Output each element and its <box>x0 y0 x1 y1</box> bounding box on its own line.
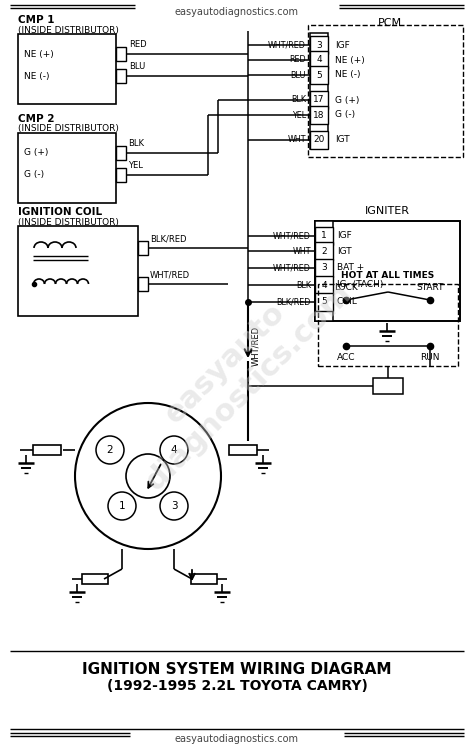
Bar <box>116 168 126 182</box>
Text: WHT: WHT <box>292 246 311 255</box>
Text: 20: 20 <box>313 135 325 144</box>
Bar <box>315 242 333 260</box>
Bar <box>18 34 116 104</box>
Bar <box>310 106 328 124</box>
Text: 18: 18 <box>313 110 325 119</box>
Bar <box>315 221 460 321</box>
Text: WHT/RED: WHT/RED <box>251 326 260 366</box>
Text: 2: 2 <box>107 445 113 455</box>
Bar <box>315 227 333 245</box>
Text: 4: 4 <box>171 445 177 455</box>
Text: 3: 3 <box>171 501 177 511</box>
Text: easyautodiagnostics.com: easyautodiagnostics.com <box>175 7 299 17</box>
Text: IGNITION SYSTEM WIRING DIAGRAM: IGNITION SYSTEM WIRING DIAGRAM <box>82 662 392 677</box>
Text: BLK: BLK <box>296 281 311 289</box>
Text: 3: 3 <box>316 41 322 50</box>
Text: START: START <box>416 283 444 292</box>
Text: (INSIDE DISTRIBUTOR): (INSIDE DISTRIBUTOR) <box>18 218 119 227</box>
Text: WHT/RED: WHT/RED <box>273 264 311 273</box>
Bar <box>138 277 148 291</box>
Text: PCM: PCM <box>378 18 402 28</box>
Bar <box>315 221 333 321</box>
Text: NE (+): NE (+) <box>24 50 54 59</box>
Text: WHT/RED: WHT/RED <box>150 270 190 279</box>
Text: G (-): G (-) <box>335 110 355 119</box>
Bar <box>310 36 328 54</box>
Text: 4: 4 <box>321 281 327 289</box>
Text: easyautodiagnostics.com: easyautodiagnostics.com <box>175 734 299 744</box>
Text: G (-): G (-) <box>24 170 44 179</box>
Bar <box>138 241 148 255</box>
Text: 3: 3 <box>321 264 327 273</box>
Bar <box>82 574 108 584</box>
Text: NE (-): NE (-) <box>335 71 361 80</box>
Text: RED: RED <box>129 40 146 49</box>
Bar <box>116 146 126 160</box>
Text: CMP 2: CMP 2 <box>18 114 55 124</box>
Text: (INSIDE DISTRIBUTOR): (INSIDE DISTRIBUTOR) <box>18 26 119 35</box>
Bar <box>308 25 463 157</box>
Text: BLK/RED: BLK/RED <box>277 297 311 306</box>
Text: HOT AT ALL TIMES: HOT AT ALL TIMES <box>341 270 435 279</box>
Text: BLU: BLU <box>291 71 306 80</box>
Text: COIL: COIL <box>337 297 358 306</box>
Text: 1: 1 <box>118 501 125 511</box>
Text: BLK/RED: BLK/RED <box>150 234 186 243</box>
Text: G (+): G (+) <box>24 149 48 158</box>
Text: CMP 1: CMP 1 <box>18 15 55 25</box>
Text: BLK: BLK <box>128 139 144 148</box>
Text: 5: 5 <box>321 297 327 306</box>
Bar <box>310 66 328 84</box>
Text: (INSIDE DISTRIBUTOR): (INSIDE DISTRIBUTOR) <box>18 125 119 134</box>
Bar <box>318 284 458 366</box>
Bar <box>18 226 138 316</box>
Text: NE (+): NE (+) <box>335 56 365 65</box>
Text: easyauto
diagnostics.com: easyauto diagnostics.com <box>116 255 358 496</box>
Text: ACC: ACC <box>337 354 355 363</box>
Text: WHT/RED: WHT/RED <box>273 231 311 240</box>
Bar <box>310 91 328 109</box>
Text: WHT/RED: WHT/RED <box>268 41 306 50</box>
Bar <box>310 51 328 69</box>
Bar <box>191 574 217 584</box>
Text: IGF: IGF <box>337 231 352 240</box>
Bar <box>373 378 403 394</box>
Text: 5: 5 <box>316 71 322 80</box>
Text: NE (-): NE (-) <box>24 71 49 80</box>
Bar <box>315 259 333 277</box>
Bar <box>18 133 116 203</box>
Text: 4: 4 <box>316 56 322 65</box>
Text: LOCK: LOCK <box>334 283 358 292</box>
Bar <box>116 47 126 61</box>
Text: IGNITION COIL: IGNITION COIL <box>18 207 102 217</box>
Bar <box>310 33 328 149</box>
Text: RUN: RUN <box>420 354 440 363</box>
Text: IGF: IGF <box>335 41 350 50</box>
Bar <box>310 131 328 149</box>
Text: YEL: YEL <box>128 161 143 170</box>
Text: WHT: WHT <box>288 135 306 144</box>
Bar <box>33 445 61 455</box>
Text: 2: 2 <box>321 246 327 255</box>
Bar <box>229 445 257 455</box>
Text: IGNITER: IGNITER <box>365 206 410 216</box>
Text: IG- (TACH): IG- (TACH) <box>337 281 383 289</box>
Text: 17: 17 <box>313 95 325 104</box>
Text: RED: RED <box>289 56 306 65</box>
Bar <box>315 276 333 294</box>
Text: BLU: BLU <box>129 62 145 71</box>
Text: (1992-1995 2.2L TOYOTA CAMRY): (1992-1995 2.2L TOYOTA CAMRY) <box>107 679 367 693</box>
Text: IGT: IGT <box>335 135 350 144</box>
Text: YEL: YEL <box>292 110 306 119</box>
Text: BLK: BLK <box>291 95 306 104</box>
Bar <box>315 293 333 311</box>
Text: G (+): G (+) <box>335 95 359 104</box>
Text: 1: 1 <box>321 231 327 240</box>
Text: IGT: IGT <box>337 246 352 255</box>
Text: BAT +: BAT + <box>337 264 364 273</box>
Bar <box>116 69 126 83</box>
